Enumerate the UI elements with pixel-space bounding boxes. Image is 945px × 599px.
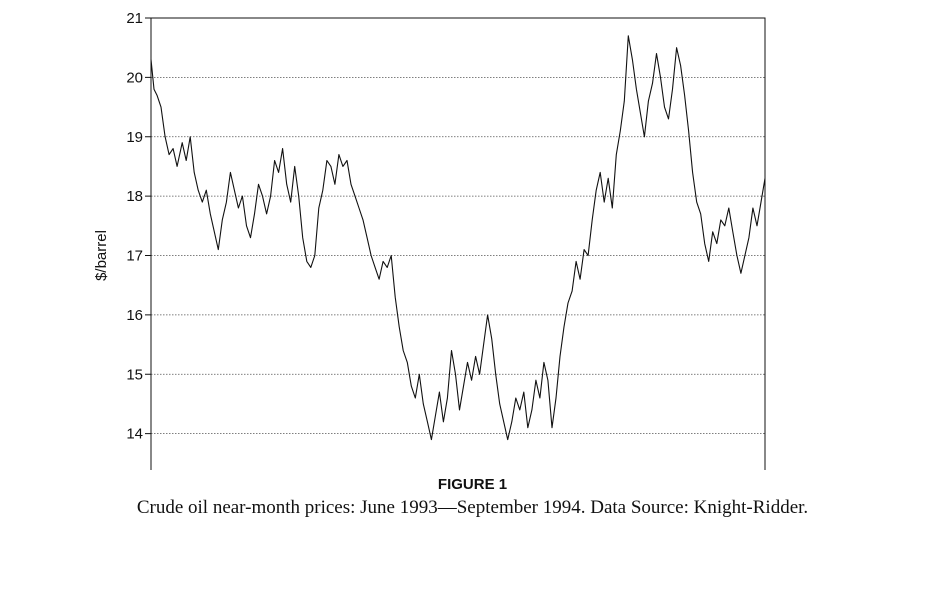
figure-label: FIGURE 1	[437, 476, 508, 493]
price-series-line	[150, 35, 766, 441]
y-tick-label-21: 21	[126, 10, 143, 27]
plot-frame	[150, 17, 766, 470]
y-axis-ticks: 131415161718192021	[126, 10, 151, 443]
y-tick-label-20: 20	[126, 69, 143, 86]
figure-caption: Crude oil near-month prices: June 1993—S…	[136, 497, 809, 518]
y-axis-label: $/barrel	[93, 230, 110, 281]
y-tick-label-18: 18	[126, 188, 143, 205]
y-tick-label-15: 15	[126, 366, 143, 383]
y-tick-label-19: 19	[126, 129, 143, 146]
y-tick-label-14: 14	[126, 426, 143, 443]
price-chart: 131415161718192021 6/9312/936/94 $/barre…	[93, 10, 766, 470]
gridlines	[151, 76, 765, 435]
y-tick-label-16: 16	[126, 307, 143, 324]
y-tick-label-17: 17	[126, 248, 143, 265]
